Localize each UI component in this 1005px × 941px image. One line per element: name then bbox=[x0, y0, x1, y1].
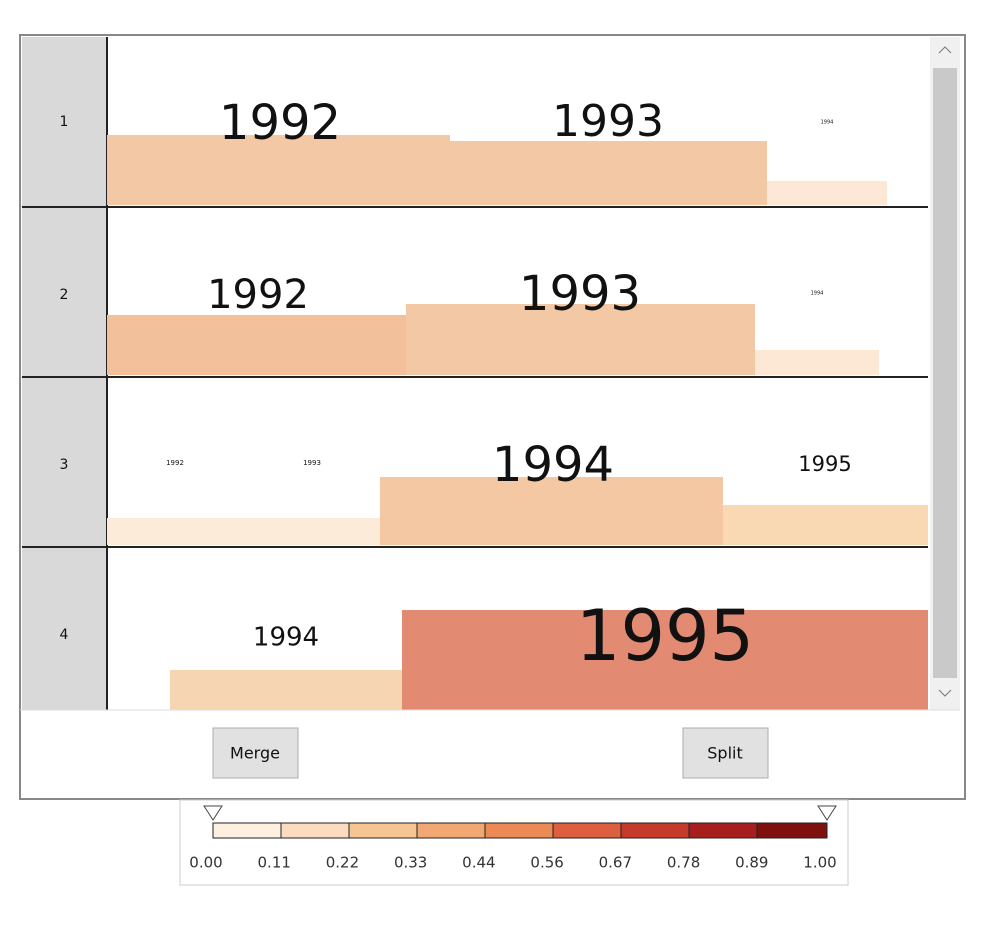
cell-label: 1993 bbox=[519, 266, 641, 322]
scale-label: 0.33 bbox=[394, 854, 427, 872]
row: 3 1992 1993 1994 1995 bbox=[60, 437, 928, 545]
scale-label: 0.78 bbox=[667, 854, 700, 872]
cell-label: 1994 bbox=[253, 623, 319, 653]
scroll-thumb[interactable] bbox=[933, 68, 957, 678]
row-label: 3 bbox=[60, 457, 69, 473]
cell-label: 1993 bbox=[303, 459, 321, 467]
button-label: Merge bbox=[230, 744, 280, 763]
scale-label: 1.00 bbox=[803, 854, 836, 872]
cell-bar[interactable] bbox=[723, 505, 928, 545]
legend-panel bbox=[179, 799, 849, 886]
row: 2 1992 1993 1994 bbox=[60, 266, 879, 375]
cell-label: 1995 bbox=[798, 452, 851, 476]
scale-label: 0.00 bbox=[189, 854, 222, 872]
cell-label: 1994 bbox=[492, 437, 614, 493]
cell-bar[interactable] bbox=[107, 518, 380, 545]
cell-label: 1993 bbox=[552, 96, 664, 147]
split-button[interactable]: Split bbox=[682, 727, 769, 779]
scale-label: 0.11 bbox=[258, 854, 291, 872]
row-label: 4 bbox=[60, 627, 69, 643]
cell-label: 1992 bbox=[219, 95, 341, 151]
cell-label: 1994 bbox=[821, 120, 834, 126]
color-scale bbox=[212, 822, 828, 839]
scroll-down[interactable] bbox=[938, 689, 952, 697]
scroll-up[interactable] bbox=[938, 46, 952, 54]
cell-bar[interactable] bbox=[107, 135, 450, 205]
cell-label: 1992 bbox=[207, 272, 309, 318]
cell-bar[interactable] bbox=[402, 610, 928, 710]
cell-label: 1994 bbox=[811, 291, 824, 297]
cell-bar[interactable] bbox=[406, 304, 755, 375]
scale-label: 0.67 bbox=[599, 854, 632, 872]
cell-bar[interactable] bbox=[107, 315, 406, 375]
row-header-column bbox=[22, 37, 107, 710]
row: 1 1992 1993 1994 bbox=[60, 95, 887, 205]
max-handle[interactable] bbox=[817, 805, 837, 821]
cell-bar[interactable] bbox=[380, 477, 723, 545]
cell-bar[interactable] bbox=[450, 141, 767, 205]
min-handle[interactable] bbox=[203, 805, 223, 821]
cell-label: 1992 bbox=[166, 459, 184, 467]
row: 4 1994 1995 bbox=[60, 595, 928, 710]
button-label: Split bbox=[707, 744, 742, 763]
row-label: 1 bbox=[60, 114, 69, 130]
scale-label: 0.56 bbox=[530, 854, 563, 872]
cell-bar[interactable] bbox=[755, 350, 879, 375]
row-label: 2 bbox=[60, 287, 69, 303]
cell-label: 1995 bbox=[576, 595, 754, 677]
scale-label: 0.89 bbox=[735, 854, 768, 872]
scale-label: 0.22 bbox=[326, 854, 359, 872]
cell-bar[interactable] bbox=[170, 670, 402, 710]
scale-label: 0.44 bbox=[462, 854, 495, 872]
cell-bar[interactable] bbox=[767, 181, 887, 205]
merge-button[interactable]: Merge bbox=[212, 727, 299, 779]
